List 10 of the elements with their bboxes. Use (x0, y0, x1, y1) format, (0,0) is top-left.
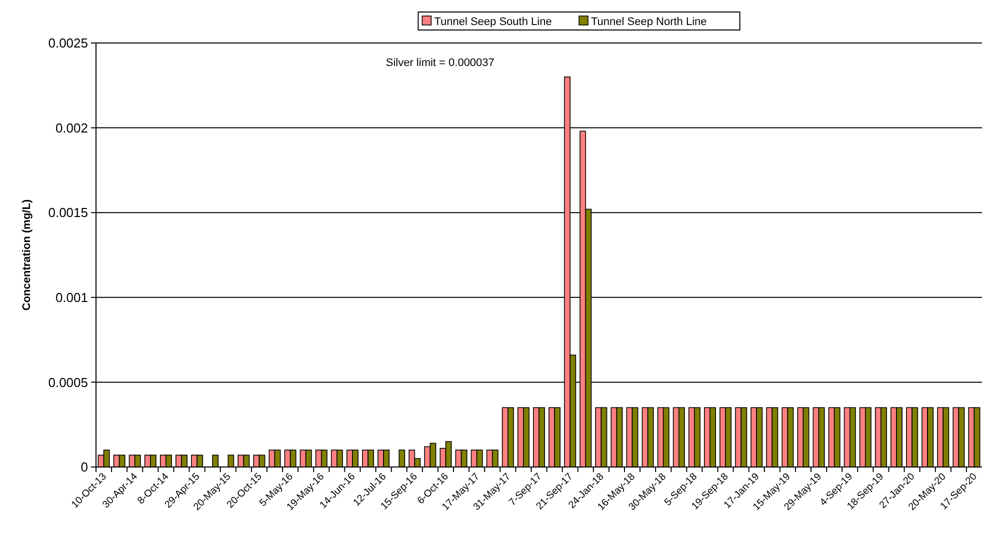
y-tick-label: 0.0015 (48, 205, 88, 220)
y-tick-label: 0.002 (55, 120, 88, 136)
y-axis-title: Concentration (mg/L) (21, 199, 33, 311)
y-tick-label: 0.001 (55, 290, 88, 305)
annotation: Silver limit = 0.000037 (386, 57, 494, 69)
y-tick-label: 0.0005 (48, 374, 88, 390)
y-tick-label: 0 (80, 460, 88, 475)
legend-label: Tunnel Seep South Line (434, 16, 552, 28)
y-tick-label: 0.0025 (48, 36, 88, 51)
legend-label: Tunnel Seep North Line (591, 16, 707, 28)
